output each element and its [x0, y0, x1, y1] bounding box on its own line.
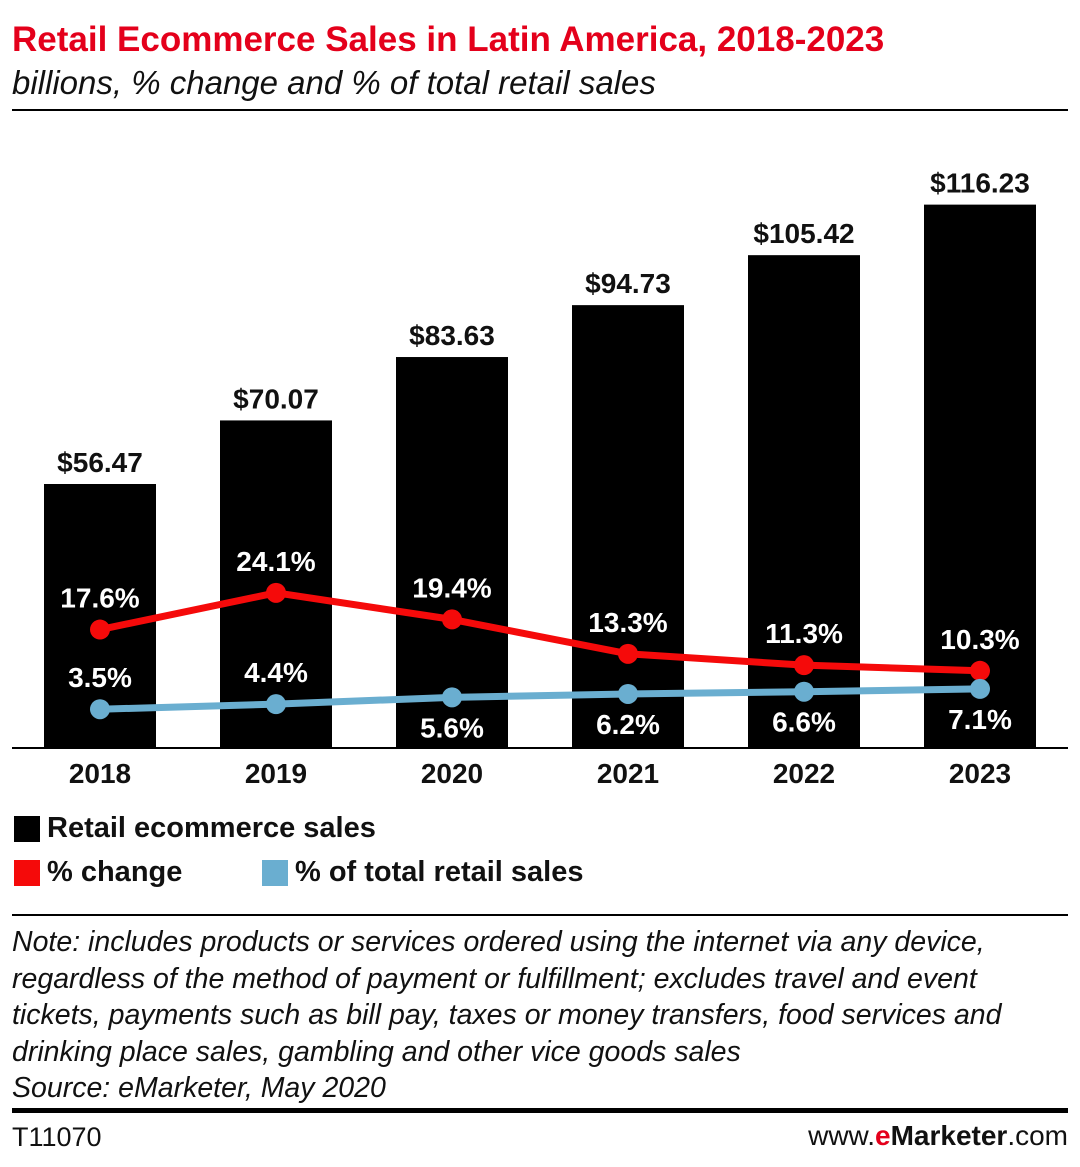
change-label: 24.1% — [236, 546, 315, 577]
legend-swatch-black — [14, 815, 40, 842]
change-label: 19.4% — [412, 572, 491, 603]
bar-value-label: $94.73 — [585, 268, 671, 299]
share-label: 6.6% — [772, 707, 836, 738]
change-point — [618, 643, 638, 664]
brand-link[interactable]: www.eMarketer.com — [808, 1120, 1068, 1152]
divider — [12, 914, 1068, 916]
axis-baseline — [12, 747, 1068, 749]
share-point — [90, 699, 110, 720]
divider — [12, 109, 1068, 111]
change-point — [266, 582, 286, 603]
legend-item-change: % change — [14, 856, 182, 889]
change-label: 10.3% — [940, 624, 1019, 655]
share-point — [442, 687, 462, 708]
chart-title: Retail Ecommerce Sales in Latin America,… — [12, 20, 885, 59]
x-tick-label: 2023 — [949, 758, 1011, 789]
legend-label: Retail ecommerce sales — [47, 812, 376, 844]
change-label: 13.3% — [588, 607, 667, 638]
brand-part: Marketer — [890, 1120, 1008, 1151]
note: Note: includes products or services orde… — [12, 924, 1072, 1107]
share-point — [266, 694, 286, 715]
x-tick-label: 2022 — [773, 758, 835, 789]
share-label: 4.4% — [244, 657, 308, 688]
change-label: 11.3% — [765, 618, 843, 649]
share-line — [99, 685, 981, 713]
brand-part: .com — [1007, 1120, 1068, 1151]
share-point — [970, 678, 990, 699]
x-tick-label: 2019 — [245, 758, 307, 789]
bar-value-label: $116.23 — [930, 168, 1030, 199]
change-point — [970, 660, 990, 681]
source-text: Source: eMarketer, May 2020 — [12, 1072, 386, 1104]
share-point — [794, 681, 814, 702]
divider — [12, 1108, 1068, 1113]
legend-item-sales: Retail ecommerce sales — [14, 812, 376, 845]
brand-part: e — [875, 1120, 891, 1151]
chart-id: T11070 — [12, 1122, 102, 1152]
share-label: 5.6% — [420, 712, 484, 743]
change-point — [794, 655, 814, 676]
chart-subtitle: billions, % change and % of total retail… — [12, 64, 656, 101]
share-label: 3.5% — [68, 662, 132, 693]
note-text: Note: includes products or services orde… — [12, 926, 1002, 1068]
share-label: 6.2% — [596, 709, 660, 740]
legend-label: % change — [47, 856, 183, 888]
legend-label: % of total retail sales — [295, 856, 584, 888]
change-point — [90, 619, 110, 640]
chart: $56.47 2018 $70.07 2019 $83.63 2020 $94.73 2021… — [44, 168, 1036, 789]
legend-swatch-red — [14, 859, 40, 886]
share-point — [618, 683, 638, 704]
bar — [572, 305, 684, 748]
x-tick-label: 2021 — [597, 758, 659, 789]
change-line — [99, 589, 981, 675]
share-label: 7.1% — [948, 704, 1012, 735]
bar-value-label: $56.47 — [57, 447, 143, 478]
bar-value-label: $105.42 — [753, 218, 854, 249]
legend-item-share: % of total retail sales — [262, 856, 584, 889]
x-tick-label: 2018 — [69, 758, 131, 789]
bar — [924, 204, 1036, 748]
x-tick-label: 2020 — [421, 758, 483, 789]
change-point — [442, 609, 462, 630]
change-label: 17.6% — [60, 583, 139, 614]
legend-swatch-blue — [262, 859, 288, 886]
bar-value-label: $70.07 — [233, 383, 319, 414]
bar — [396, 357, 508, 748]
bar-value-label: $83.63 — [409, 320, 495, 351]
brand-part: www. — [808, 1120, 875, 1151]
